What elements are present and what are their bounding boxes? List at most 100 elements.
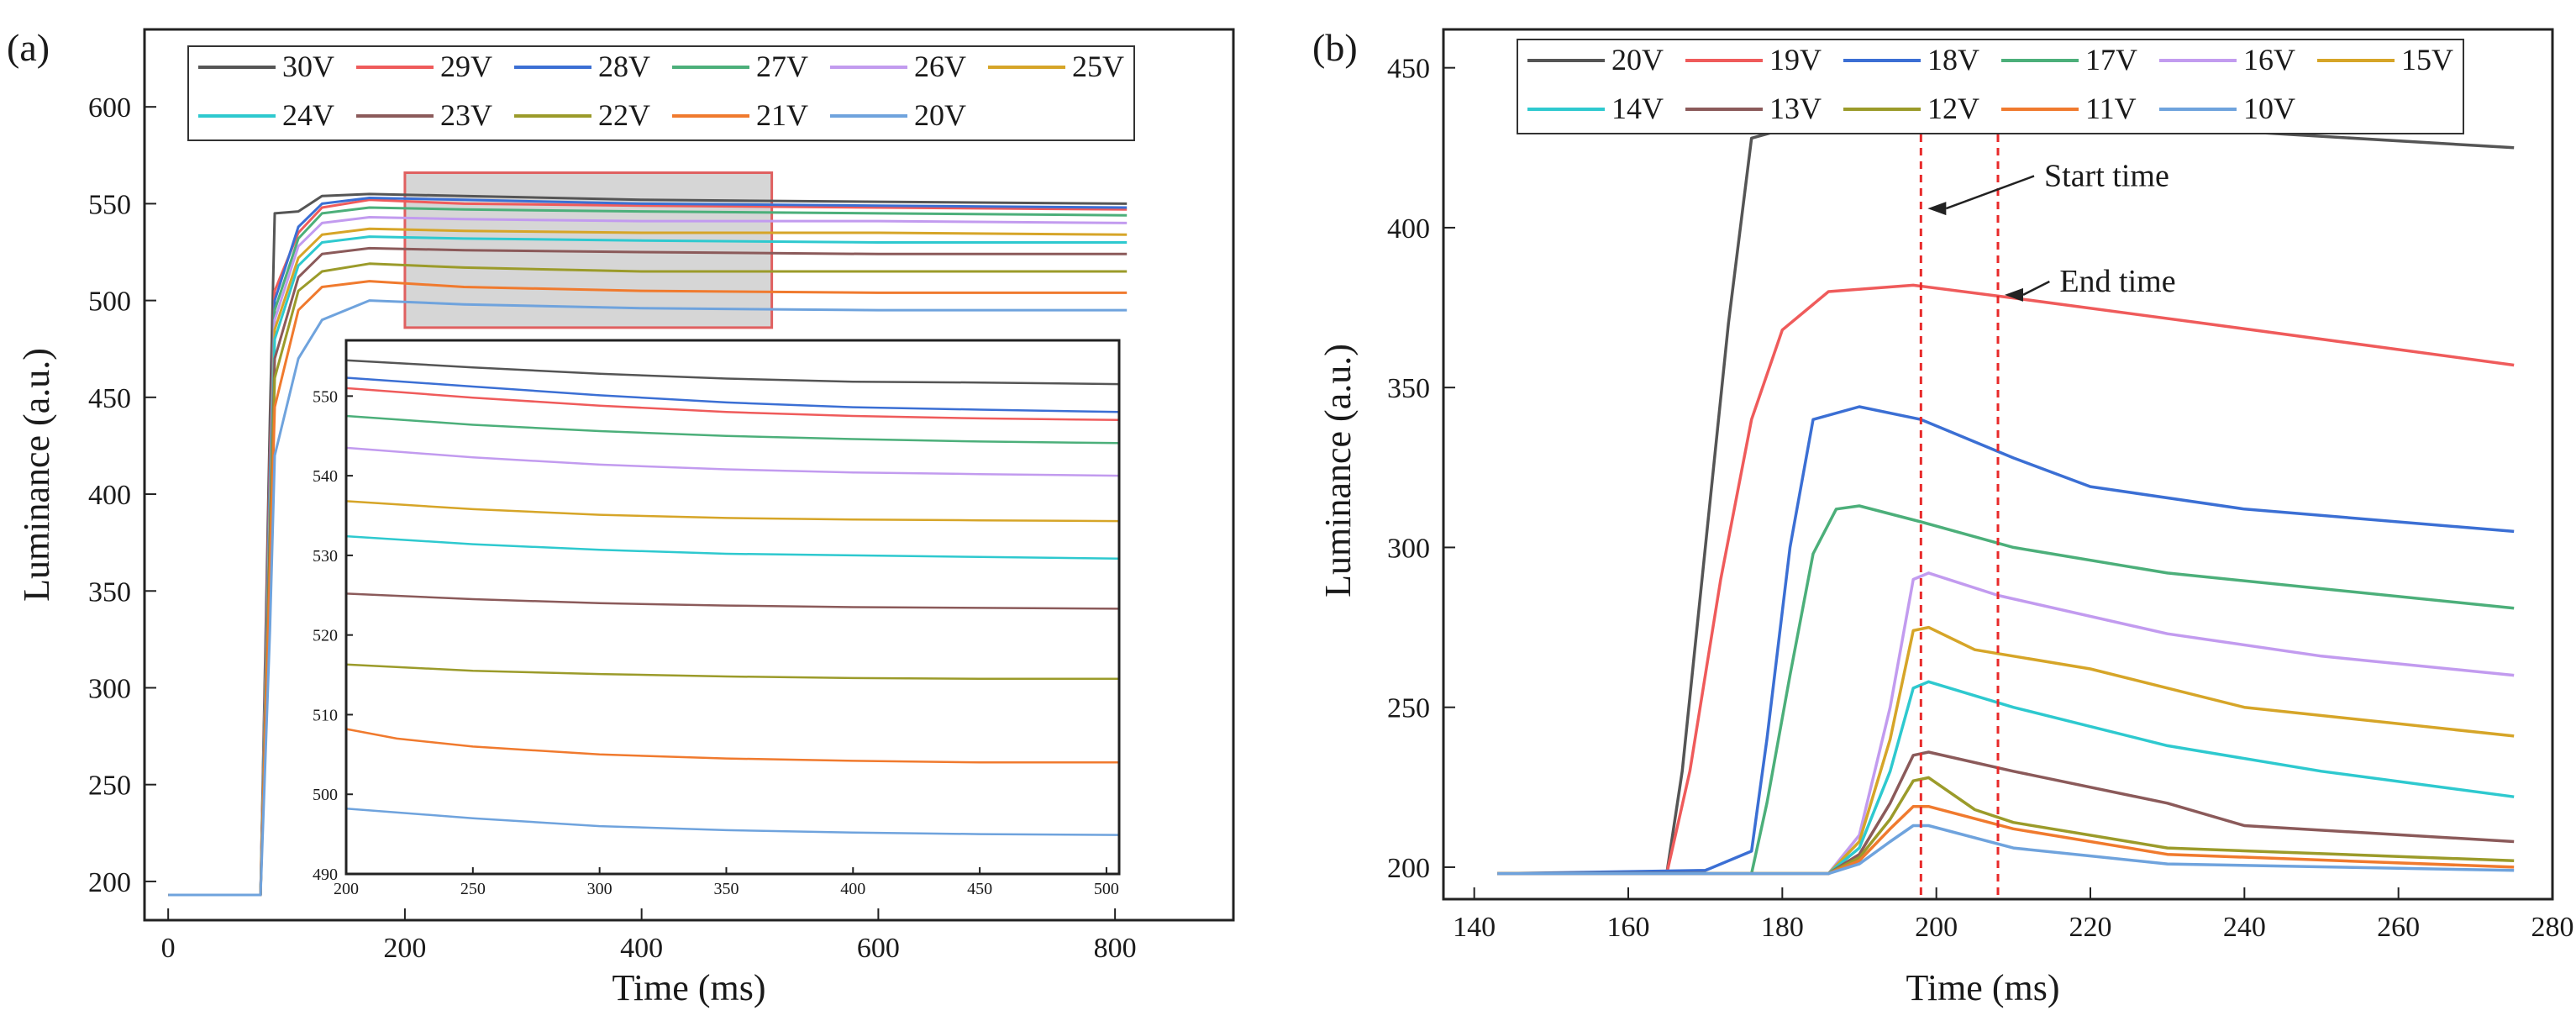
inset-xtick-label: 350 xyxy=(713,880,739,898)
panel-b-ytick-label: 350 xyxy=(1387,373,1430,404)
panel-a-legend-label: 20V xyxy=(914,98,966,132)
inset-ytick-label: 540 xyxy=(313,467,338,486)
panel-b-ytick-label: 450 xyxy=(1387,54,1430,85)
panel-b-xtick-label: 260 xyxy=(2377,912,2420,943)
panel-a-legend-label: 30V xyxy=(282,50,334,83)
panel-a-ytick-label: 350 xyxy=(88,576,131,608)
annotation-label: Start time xyxy=(2044,158,2169,193)
panel-b-series-19V xyxy=(1497,283,2515,876)
panel-b-series-10V xyxy=(1497,824,2515,876)
inset-series-25V xyxy=(345,500,1120,523)
panel-a-ytick-label: 450 xyxy=(88,383,131,414)
panel-a-frame xyxy=(143,28,1235,922)
annotation-label: End time xyxy=(2059,264,2175,299)
panel-a-legend-label: 29V xyxy=(440,50,492,83)
annotation-arrowhead xyxy=(1927,202,1947,216)
panel-a-ytick-label: 550 xyxy=(88,189,131,220)
panel-b-legend-label: 13V xyxy=(1769,92,1822,125)
panel-b-xtick-label: 200 xyxy=(1915,912,1958,943)
panel-a-legend-label: 24V xyxy=(282,98,334,132)
panel-b-legend-label: 11V xyxy=(2085,92,2137,125)
panel-b-ytick-label: 250 xyxy=(1387,693,1430,724)
panel-a-inset: 200 250 300 350 400 450 500 490 500 510 520 530 540… xyxy=(313,339,1121,898)
inset-series-29V xyxy=(345,387,1120,422)
panel-b-frame xyxy=(1442,28,2554,901)
panel-a-label: (a) xyxy=(7,26,50,69)
panel-b-series-20V xyxy=(1497,113,2515,876)
inset-series-27V xyxy=(345,414,1120,445)
panel-b-legend-label: 10V xyxy=(2243,92,2295,125)
panel-b-series-11V xyxy=(1497,804,2515,876)
panel-a-legend-label: 23V xyxy=(440,98,492,132)
panel-b-xtick-label: 180 xyxy=(1761,912,1804,943)
panel-b-legend-label: 15V xyxy=(2401,43,2453,76)
panel-a-xlabel: Time (ms) xyxy=(612,967,766,1008)
panel-b-label: (b) xyxy=(1312,26,1358,69)
panel-b-legend-box xyxy=(1517,39,2464,134)
inset-series-22V xyxy=(345,663,1119,681)
annotation-arrow-line xyxy=(2022,280,2050,296)
annotation-arrow-line xyxy=(1945,175,2035,210)
inset-series-26V xyxy=(345,446,1120,477)
inset-ytick-label: 500 xyxy=(313,786,338,804)
inset-ytick-label: 510 xyxy=(313,706,338,724)
panel-a-ytick-label: 600 xyxy=(88,92,131,124)
inset-series-30V xyxy=(345,359,1120,386)
panel-b-ytick-label: 200 xyxy=(1387,853,1430,884)
panel-a-legend-label: 21V xyxy=(756,98,808,132)
panel-a-legend-label: 26V xyxy=(914,50,966,83)
panel-b-series-15V xyxy=(1497,625,2515,876)
panel-b-xtick-label: 160 xyxy=(1607,912,1650,943)
panel-b-series-17V xyxy=(1497,504,2515,876)
panel-b-xtick-label: 280 xyxy=(2531,912,2574,943)
panel-a-series-21V xyxy=(168,280,1128,897)
panel-a-legend-label: 22V xyxy=(598,98,650,132)
inset-series-23V xyxy=(345,592,1120,610)
panel-b-xtick-label: 140 xyxy=(1453,912,1496,943)
panel-b-chart: (b) 140 160 180 200 220 240 260 280 200 250 300 35… xyxy=(1312,26,2574,1008)
inset-xtick-label: 400 xyxy=(840,880,865,898)
panel-a-ytick-label: 400 xyxy=(88,480,131,511)
annotation-arrowhead xyxy=(2005,287,2023,302)
panel-b-ytick-label: 400 xyxy=(1387,213,1430,245)
inset-xtick-label: 450 xyxy=(967,880,992,898)
panel-a-legend: 30V 29V 28V 27V 26V 25V 24V 23V 22V 21V 20V xyxy=(187,45,1135,141)
panel-a-ytick-label: 500 xyxy=(88,287,131,318)
panel-a-series-20V xyxy=(168,299,1128,897)
panel-b-xlabel: Time (ms) xyxy=(1906,967,2060,1008)
panel-a-legend-box xyxy=(187,45,1135,141)
panel-a-chart: (a) 0 200 400 600 800 200 250 300 350 400 450 500 5… xyxy=(7,26,1235,1008)
inset-ytick-label: 520 xyxy=(313,627,338,645)
panel-a-xtick-label: 600 xyxy=(857,933,900,964)
panel-a-xtick-label: 400 xyxy=(620,933,663,964)
inset-series-21V xyxy=(345,728,1119,764)
panel-a-legend-label: 27V xyxy=(756,50,808,83)
panel-b-legend-label: 19V xyxy=(1769,43,1822,76)
inset-xtick-label: 250 xyxy=(460,880,486,898)
inset-series-20V xyxy=(345,808,1120,836)
inset-ytick-label: 490 xyxy=(313,866,338,884)
panel-a-ytick-label: 250 xyxy=(88,771,131,802)
panel-b-legend-label: 20V xyxy=(1611,43,1664,76)
panel-b-legend-label: 16V xyxy=(2243,43,2295,76)
inset-frame xyxy=(344,339,1121,876)
panel-a-ylabel: Luminance (a.u.) xyxy=(16,348,57,602)
panel-a-xtick-label: 200 xyxy=(383,933,426,964)
panel-b-series-12V xyxy=(1497,776,2515,876)
panel-a-legend-label: 25V xyxy=(1072,50,1124,83)
panel-b-series-18V xyxy=(1497,405,2515,876)
panel-a-ytick-label: 200 xyxy=(88,867,131,898)
panel-a-legend-label: 28V xyxy=(598,50,650,83)
panel-b-ytick-label: 300 xyxy=(1387,533,1430,564)
inset-ytick-label: 530 xyxy=(313,547,338,566)
inset-series-24V xyxy=(345,534,1120,560)
inset-ytick-label: 550 xyxy=(313,387,338,406)
panel-b-series-16V xyxy=(1497,571,2515,876)
panel-a-ytick-label: 300 xyxy=(88,673,131,704)
panel-b-ylabel: Luminance (a.u.) xyxy=(1317,344,1359,597)
inset-series-28V xyxy=(345,376,1120,413)
panel-b-xtick-label: 240 xyxy=(2223,912,2266,943)
inset-xtick-label: 300 xyxy=(587,880,612,898)
panel-b-xtick-label: 220 xyxy=(2069,912,2112,943)
